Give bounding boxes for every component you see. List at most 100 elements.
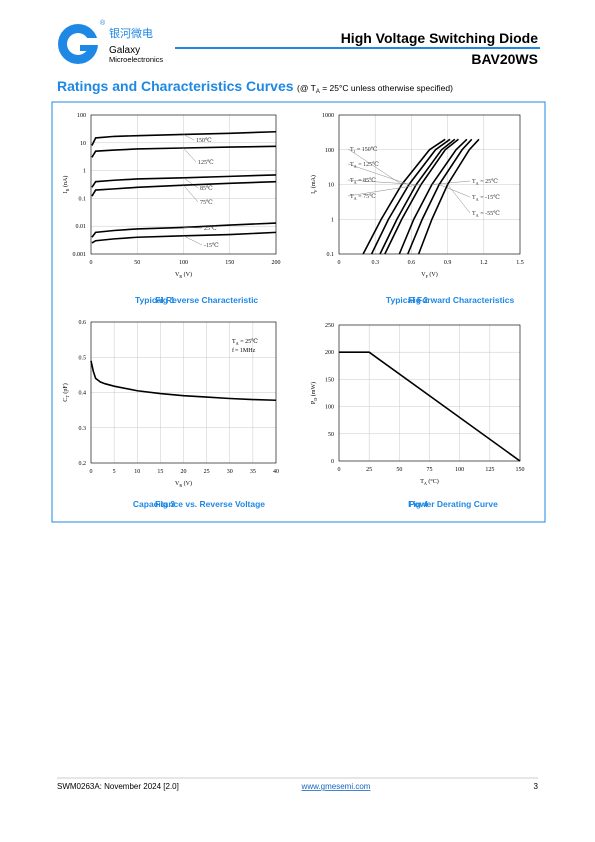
x-tick-label: 1.5	[516, 260, 524, 266]
x-tick-label: 0.9	[444, 260, 452, 266]
section-note: (@ TA = 25°C unless otherwise specified)	[297, 83, 453, 95]
y-tick-label: 100	[77, 113, 86, 119]
x-tick-label: 0.3	[371, 260, 379, 266]
y-tick-label: 0.1	[327, 252, 335, 258]
x-tick-label: 0	[90, 469, 93, 475]
logo-cn: 银河微电	[109, 26, 153, 40]
x-tick-label: 0	[338, 260, 341, 266]
x-tick-label: 5	[113, 469, 116, 475]
annotation: TA = 25℃	[232, 338, 258, 346]
series-label: 125℃	[198, 159, 214, 166]
caption-label: Fig 3	[155, 499, 175, 509]
plot-frame	[90, 321, 277, 464]
x-tick-label: 150	[225, 260, 234, 266]
x-tick-label: 0	[90, 260, 93, 266]
y-tick-label: 0.4	[79, 391, 87, 397]
series-label: 150℃	[196, 137, 212, 144]
footer-link[interactable]: www.gmesemi.com	[301, 782, 371, 791]
y-tick-label: 250	[325, 323, 334, 329]
x-tick-label: 35	[250, 469, 256, 475]
x-tick-label: 40	[273, 469, 279, 475]
data-line	[398, 138, 468, 255]
y-tick-label: 0.1	[79, 196, 87, 202]
leader-line	[183, 147, 197, 163]
caption-label: Fig 2	[408, 295, 428, 305]
x-axis-label: VF (V)	[421, 271, 438, 279]
logo: 银河微电 ® Galaxy Microelectronics	[58, 19, 163, 64]
y-tick-label: 0.5	[79, 355, 87, 361]
y-tick-label: 0.3	[79, 426, 87, 432]
leader-line	[439, 184, 471, 198]
data-line	[417, 138, 480, 255]
footer-page: 3	[534, 782, 539, 791]
x-tick-label: 200	[272, 260, 281, 266]
y-tick-label: 1	[331, 217, 334, 223]
data-line	[91, 222, 277, 238]
data-line	[407, 138, 473, 255]
logo-sub: Microelectronics	[109, 55, 163, 64]
leader-line	[347, 184, 422, 197]
y-tick-label: 0	[331, 459, 334, 465]
footer-doc: SWM0263A: November 2024 [2.0]	[57, 782, 179, 791]
y-tick-label: 100	[325, 405, 334, 411]
x-tick-label: 50	[396, 467, 402, 473]
x-tick-label: 10	[134, 469, 140, 475]
y-tick-label: 1000	[322, 113, 334, 119]
x-tick-label: 125	[485, 467, 494, 473]
y-tick-label: 100	[325, 148, 334, 154]
series-label: TA = 25℃	[472, 178, 498, 186]
y-tick-label: 200	[325, 350, 334, 356]
leader-line	[183, 184, 199, 203]
x-tick-label: 75	[427, 467, 433, 473]
plot-frame	[338, 114, 521, 255]
leader-line	[347, 163, 410, 185]
data-line	[362, 138, 446, 255]
x-tick-label: 100	[455, 467, 464, 473]
series-label: TJ = 150℃	[350, 146, 378, 154]
x-tick-label: 25	[366, 467, 372, 473]
data-line	[91, 231, 277, 244]
x-tick-label: 100	[179, 260, 188, 266]
x-tick-label: 0.6	[408, 260, 416, 266]
y-tick-label: 0.6	[79, 320, 87, 326]
data-line	[91, 180, 277, 197]
x-tick-label: 150	[516, 467, 525, 473]
data-line	[91, 174, 277, 188]
leader-line	[447, 184, 471, 214]
doc-title: High Voltage Switching Diode	[341, 30, 539, 46]
logo-reg: ®	[100, 19, 106, 27]
data-line	[339, 351, 521, 462]
logo-mark	[80, 45, 92, 51]
x-tick-label: 25	[204, 469, 210, 475]
x-tick-label: 15	[157, 469, 163, 475]
x-axis-label: VR (V)	[175, 271, 192, 279]
x-tick-label: 50	[134, 260, 140, 266]
y-tick-label: 10	[328, 183, 334, 189]
caption-label: Fig 4	[408, 499, 428, 509]
y-tick-label: 0.2	[79, 461, 87, 467]
leader-line	[347, 179, 417, 185]
x-tick-label: 30	[227, 469, 233, 475]
y-tick-label: 150	[325, 377, 334, 383]
y-tick-label: 1	[83, 169, 86, 175]
caption-text: Typical Reverse Characteristic	[135, 295, 258, 305]
caption-text: Power Derating Curve	[409, 499, 498, 509]
y-axis-label: IF (mA)	[310, 175, 318, 194]
plot-frame	[338, 324, 521, 462]
leader-line	[183, 227, 203, 229]
series-label: TA = 125℃	[350, 161, 379, 169]
data-line	[91, 130, 277, 146]
leader-line	[347, 148, 402, 185]
caption-text: Capacitance vs. Reverse Voltage	[133, 499, 265, 509]
annotation: f = 1MHz	[232, 347, 256, 355]
logo-mark	[78, 38, 100, 45]
caption-label: Fig 1	[155, 295, 175, 305]
series-label: 75℃	[200, 199, 213, 206]
data-line	[370, 138, 451, 255]
data-line	[90, 360, 277, 402]
section-title: Ratings and Characteristics Curves	[57, 78, 294, 94]
y-axis-label: CT (pF)	[62, 383, 70, 401]
series-label: TA = 85℃	[350, 177, 376, 185]
series-label: TA = -55℃	[472, 210, 500, 218]
